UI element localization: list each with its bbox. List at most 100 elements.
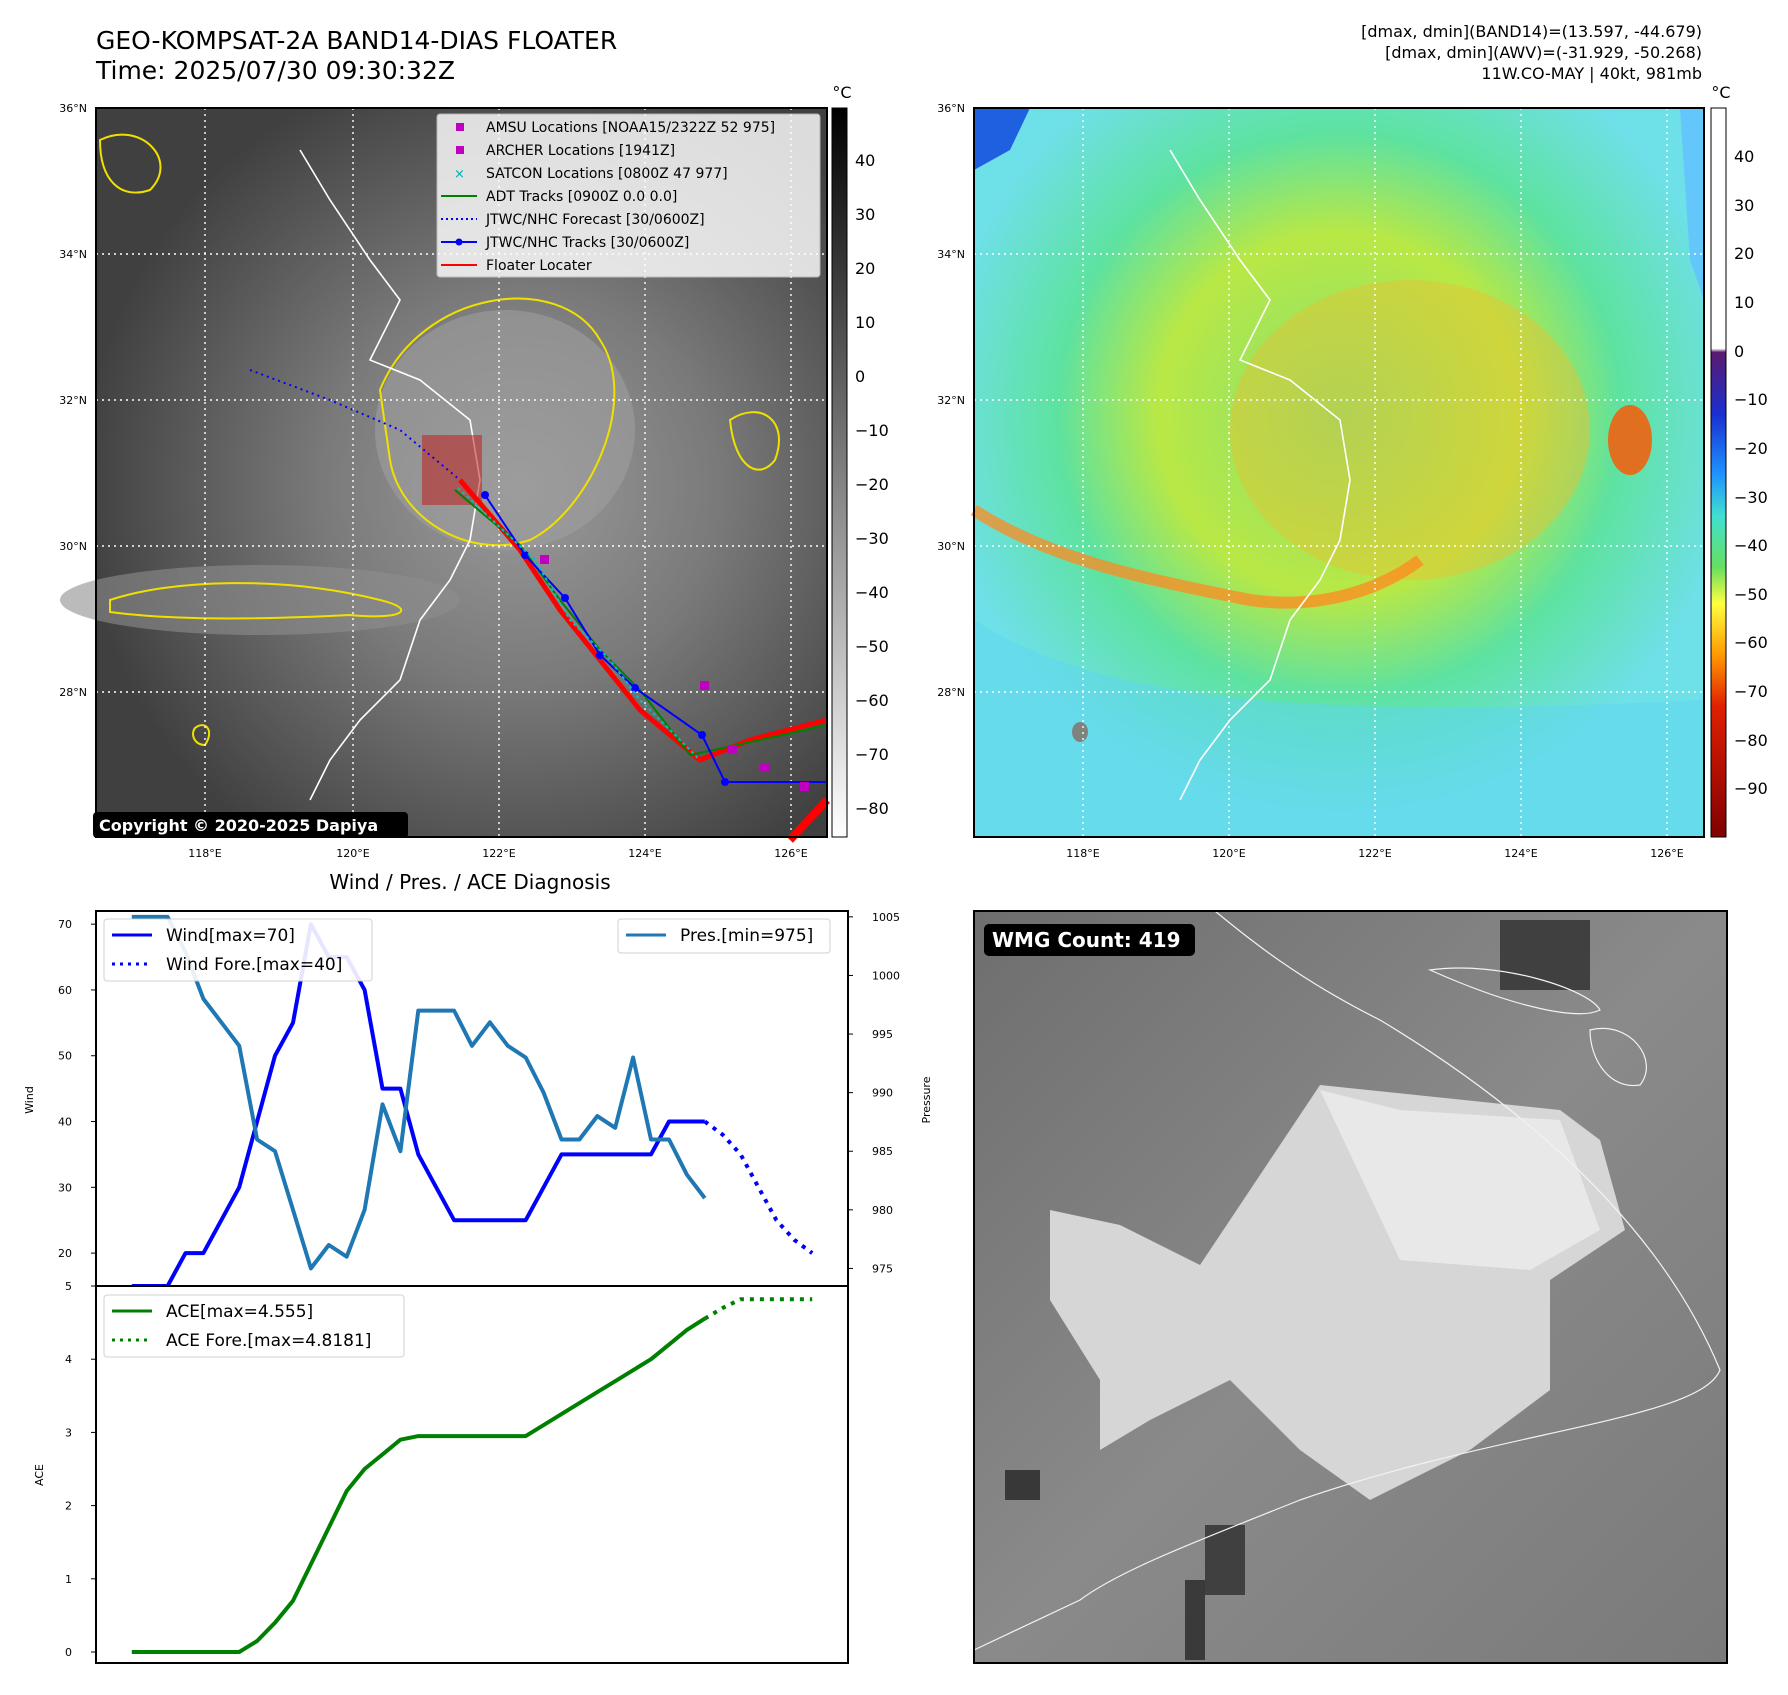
y2-tick-label: 980: [872, 1204, 893, 1217]
diagnosis-title: Wind / Pres. / ACE Diagnosis: [329, 870, 610, 894]
awv-map-panel: [970, 107, 1705, 838]
coastline-awv: [1169, 149, 1351, 801]
svg-text:32°N: 32°N: [937, 394, 965, 407]
svg-text:120°E: 120°E: [336, 847, 369, 860]
legend-floater: Floater Locater: [486, 258, 592, 274]
y2-tick-label: 995: [872, 1028, 893, 1041]
cloud-contour-nw: [98, 133, 162, 194]
svg-text:−20: −20: [855, 475, 889, 494]
svg-text:−10: −10: [855, 421, 889, 440]
svg-text:118°E: 118°E: [188, 847, 221, 860]
y-tick-label: 3: [65, 1426, 72, 1439]
wmg-dark-patch-w: [1005, 1470, 1040, 1500]
svg-text:−90: −90: [1734, 779, 1768, 798]
svg-text:126°E: 126°E: [774, 847, 807, 860]
legend-tracks-dot: [455, 238, 463, 246]
band14-frame: [95, 107, 828, 838]
awv-colorbar-ticks: 40 30 20 10 0 −10 −20 −30 −40 −50 −60 −7…: [1734, 147, 1768, 798]
floater-track-end: [787, 797, 830, 843]
awv-colorbar-unit: °C: [1711, 83, 1730, 102]
jtwc-forecast-track: [249, 369, 461, 481]
svg-text:20: 20: [1734, 244, 1754, 263]
legend-wind: Wind[max=70]: [166, 926, 295, 946]
moist-band: [970, 504, 1424, 609]
svg-text:30°N: 30°N: [59, 540, 87, 553]
wmg-coastline: [973, 910, 1721, 1651]
legend-amsu-marker: [456, 123, 464, 131]
y-tick-label: 40: [58, 1116, 72, 1129]
amsu-archer-points: [540, 555, 809, 791]
wmg-count-badge: [984, 924, 1195, 956]
svg-text:20: 20: [855, 259, 875, 278]
legend-ace-fore: ACE Fore.[max=4.8181]: [166, 1331, 371, 1351]
svg-text:124°E: 124°E: [1504, 847, 1537, 860]
dry-corner: [974, 108, 1030, 170]
legend-box: [436, 113, 821, 278]
y-tick-label: 2: [65, 1500, 72, 1513]
y-tick-label: 20: [58, 1247, 72, 1260]
svg-text:−70: −70: [1734, 682, 1768, 701]
moist-cell: [1608, 405, 1652, 475]
svg-text:34°N: 34°N: [59, 248, 87, 261]
legend-tracks: JTWC/NHC Tracks [30/0600Z]: [485, 235, 689, 251]
legend-satcon: SATCON Locations [0800Z 47 977]: [486, 166, 728, 182]
svg-text:120°E: 120°E: [1212, 847, 1245, 860]
svg-text:−10: −10: [1734, 390, 1768, 409]
y2-tick-label: 1000: [872, 969, 900, 982]
pressure-ylabel: Pressure: [920, 1076, 933, 1123]
svg-text:−60: −60: [855, 691, 889, 710]
jtwc-track-points: [481, 491, 729, 786]
map-legend: AMSU Locations [NOAA15/2322Z 52 975] ARC…: [436, 113, 821, 278]
rainband-contour: [109, 582, 403, 620]
y-tick-label: 1: [65, 1573, 72, 1586]
awv-grid: [974, 108, 1704, 837]
svg-text:−40: −40: [855, 583, 889, 602]
series-line-1: [703, 1119, 814, 1255]
svg-text:122°E: 122°E: [1358, 847, 1391, 860]
y2-tick-label: 975: [872, 1262, 893, 1275]
svg-text:−50: −50: [855, 637, 889, 656]
wmg-bright-core: [1320, 1090, 1600, 1270]
svg-text:122°E: 122°E: [482, 847, 515, 860]
svg-text:118°E: 118°E: [1066, 847, 1099, 860]
wmg-dark-strip: [1185, 1580, 1205, 1660]
series-line-2: [131, 914, 707, 1271]
svg-text:10: 10: [1734, 293, 1754, 312]
y-tick-label: 70: [58, 918, 72, 931]
svg-text:28°N: 28°N: [937, 686, 965, 699]
y-tick-label: 30: [58, 1181, 72, 1194]
svg-text:40: 40: [855, 151, 875, 170]
svg-text:−80: −80: [1734, 731, 1768, 750]
ace-ylabel: ACE: [33, 1464, 46, 1486]
awv-lon-labels: 118°E 120°E 122°E 124°E 126°E: [1066, 847, 1683, 860]
y-tick-label: 50: [58, 1050, 72, 1063]
storm-cloud-shield: [375, 310, 635, 550]
wind-legend: Wind[max=70] Wind Fore.[max=40]: [103, 918, 373, 982]
svg-text:−20: −20: [1734, 439, 1768, 458]
svg-text:10: 10: [855, 313, 875, 332]
svg-text:28°N: 28°N: [59, 686, 87, 699]
y2-tick-label: 985: [872, 1145, 893, 1158]
awv-colorbar: [1710, 107, 1727, 838]
svg-text:−30: −30: [1734, 488, 1768, 507]
legend-forecast: JTWC/NHC Forecast [30/0600Z]: [485, 212, 705, 228]
wind-ylabel: Wind: [23, 1086, 36, 1114]
wmg-frame: [973, 910, 1728, 1664]
awv-frame: [973, 107, 1705, 838]
legend-amsu: AMSU Locations [NOAA15/2322Z 52 975]: [486, 120, 775, 136]
band14-lon-labels: 118°E 120°E 122°E 124°E 126°E: [188, 847, 807, 860]
series-line-1: [703, 1297, 813, 1321]
pressure-legend: Pres.[min=975]: [617, 918, 831, 954]
ace-legend: ACE[max=4.555] ACE Fore.[max=4.8181]: [103, 1294, 405, 1358]
wind-pressure-chart: Wind Pressure 20 30 40 50 60 70 975 980 985 990 99…: [23, 910, 933, 1288]
band14-colorbar-unit: °C: [832, 83, 851, 102]
info-awv: [dmax, dmin](AWV)=(-31.929, -50.268): [1385, 43, 1702, 62]
awv-lat-labels: 36°N 34°N 32°N 30°N 28°N: [937, 102, 965, 699]
band14-colorbar-ticks: 40 30 20 10 0 −10 −20 −30 −40 −50 −60 −7…: [855, 151, 889, 818]
wmg-dark-patch-ne: [1500, 920, 1590, 990]
svg-text:34°N: 34°N: [937, 248, 965, 261]
info-storm: 11W.CO-MAY | 40kt, 981mb: [1481, 64, 1702, 83]
jtwc-track: [484, 494, 827, 783]
svg-text:−60: −60: [1734, 633, 1768, 652]
